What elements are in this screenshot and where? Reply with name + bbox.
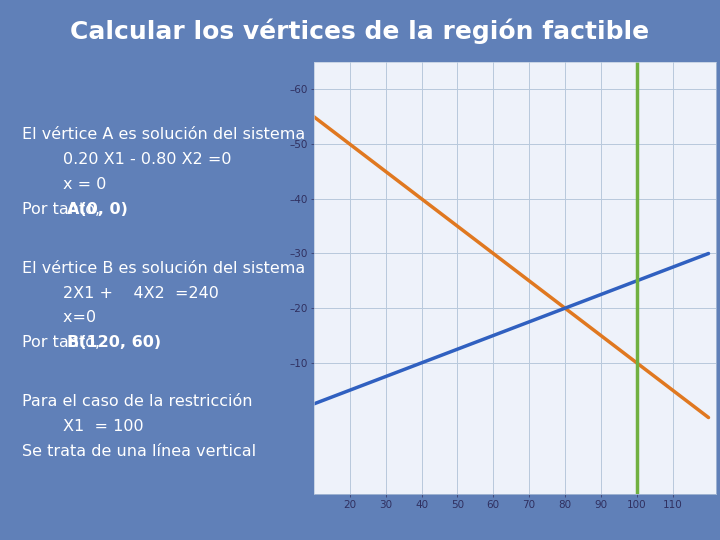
Text: Por tanto,: Por tanto,	[22, 335, 105, 350]
Text: x=0: x=0	[22, 310, 96, 326]
Text: Por tanto,: Por tanto,	[22, 202, 105, 217]
Text: 2X1 +    4X2  =240: 2X1 + 4X2 =240	[22, 286, 219, 301]
Text: Se trata de una línea vertical: Se trata de una línea vertical	[22, 444, 256, 459]
Text: x = 0: x = 0	[22, 177, 107, 192]
Text: B(120, 60): B(120, 60)	[67, 335, 161, 350]
Text: A(0, 0): A(0, 0)	[67, 202, 127, 217]
Text: Calcular los vértices de la región factible: Calcular los vértices de la región facti…	[71, 19, 649, 44]
Text: X1  = 100: X1 = 100	[22, 419, 143, 434]
Text: El vértice A es solución del sistema: El vértice A es solución del sistema	[22, 127, 305, 143]
Text: 0.20 X1 - 0.80 X2 =0: 0.20 X1 - 0.80 X2 =0	[22, 152, 232, 167]
Text: El vértice B es solución del sistema: El vértice B es solución del sistema	[22, 261, 305, 275]
Text: Para el caso de la restricción: Para el caso de la restricción	[22, 394, 253, 409]
